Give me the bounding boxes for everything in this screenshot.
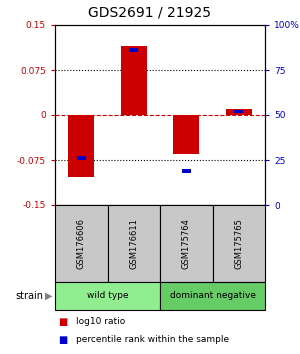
Text: ▶: ▶ (44, 291, 52, 301)
Bar (107, 205, 160, 282)
Text: dominant negative: dominant negative (169, 291, 256, 301)
Bar (160, 282, 265, 310)
Bar (68, 115, 94, 177)
Bar (121, 46, 147, 115)
Bar (182, 169, 191, 173)
Text: log10 ratio: log10 ratio (76, 318, 125, 326)
Text: percentile rank within the sample: percentile rank within the sample (76, 336, 229, 344)
Text: GSM176606: GSM176606 (77, 218, 86, 269)
Text: ■: ■ (58, 317, 67, 327)
Text: wild type: wild type (87, 291, 128, 301)
Bar (76, 156, 86, 160)
Text: GSM175764: GSM175764 (182, 218, 191, 269)
Bar (129, 48, 139, 52)
Text: GDS2691 / 21925: GDS2691 / 21925 (88, 5, 212, 19)
Text: GSM175765: GSM175765 (234, 218, 243, 269)
Bar (234, 110, 244, 113)
Bar (173, 115, 200, 154)
Text: GSM176611: GSM176611 (129, 218, 138, 269)
Bar (55, 282, 160, 310)
Bar (212, 205, 265, 282)
Bar (160, 205, 212, 282)
Text: strain: strain (15, 291, 43, 301)
Text: ■: ■ (58, 335, 67, 345)
Bar (226, 109, 252, 115)
Bar (55, 205, 107, 282)
